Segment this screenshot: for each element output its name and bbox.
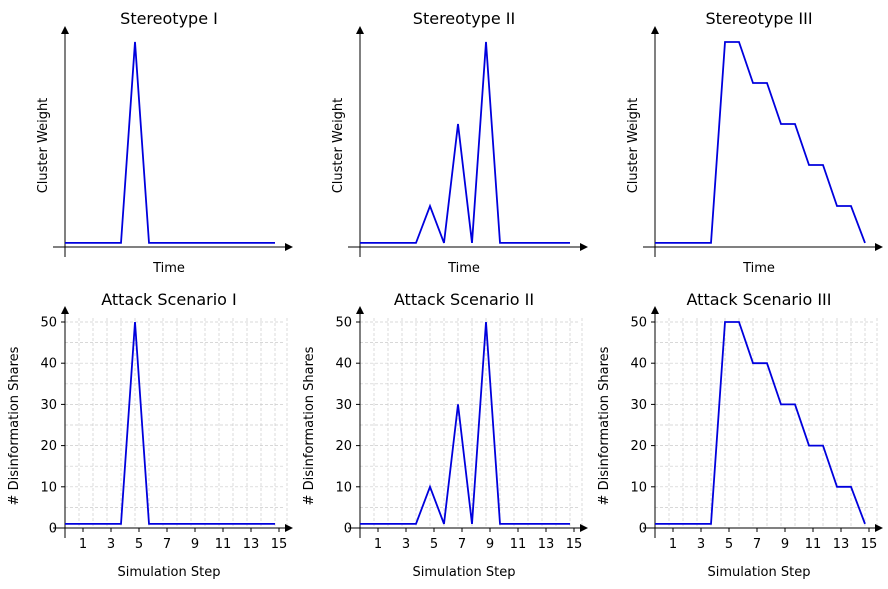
y-tick-label: 40	[630, 357, 647, 372]
x-tick-label: 13	[538, 537, 555, 552]
y-axis-arrow	[61, 306, 69, 314]
y-tick-label: 0	[639, 522, 647, 537]
x-tick-label: 1	[79, 537, 87, 552]
y-tick-label: 10	[630, 480, 647, 495]
series-line	[360, 321, 570, 525]
subplot-1: Stereotype I Time Cluster Weight	[36, 9, 293, 276]
y-tick-label: 20	[630, 439, 647, 454]
y-axis-arrow	[61, 26, 69, 34]
y-axis-label: Cluster Weight	[36, 98, 51, 194]
subplot-title: Attack Scenario II	[394, 290, 534, 309]
x-tick-label: 5	[430, 537, 438, 552]
y-axis-label: # Disinformation Shares	[597, 346, 612, 505]
x-tick-label: 11	[215, 537, 232, 552]
subplot-title: Attack Scenario III	[687, 290, 832, 309]
y-tick-label: 40	[335, 357, 352, 372]
y-tick-label: 50	[40, 316, 57, 331]
y-tick-label: 0	[344, 522, 352, 537]
x-axis-label: Simulation Step	[118, 565, 221, 580]
y-tick-label: 10	[335, 480, 352, 495]
x-tick-label: 15	[566, 537, 583, 552]
y-tick-label: 20	[40, 439, 57, 454]
y-axis-label: Cluster Weight	[626, 98, 641, 194]
y-tick-label: 30	[630, 398, 647, 413]
x-tick-label: 9	[486, 537, 494, 552]
y-tick-label: 50	[630, 316, 647, 331]
y-axis-arrow	[651, 306, 659, 314]
x-axis-arrow	[285, 524, 293, 532]
x-tick-label: 1	[669, 537, 677, 552]
x-tick-label: 15	[861, 537, 878, 552]
y-axis-label: Cluster Weight	[331, 98, 346, 194]
y-axis-arrow	[356, 26, 364, 34]
x-axis-arrow	[580, 524, 588, 532]
y-axis-label: # Disinformation Shares	[7, 346, 22, 505]
x-axis-arrow	[875, 524, 883, 532]
x-tick-label: 13	[833, 537, 850, 552]
y-tick-label: 40	[40, 357, 57, 372]
series-line	[655, 41, 866, 244]
y-tick-label: 20	[335, 439, 352, 454]
x-tick-label: 9	[781, 537, 789, 552]
y-axis-label: # Disinformation Shares	[302, 346, 317, 505]
x-tick-label: 9	[191, 537, 199, 552]
y-axis-arrow	[651, 26, 659, 34]
x-axis-label: Simulation Step	[413, 565, 516, 580]
subplot-title: Attack Scenario I	[101, 290, 237, 309]
x-tick-label: 3	[697, 537, 705, 552]
subplot-title: Stereotype II	[413, 9, 515, 28]
y-tick-label: 30	[335, 398, 352, 413]
subplot-2: Stereotype II Time Cluster Weight	[331, 9, 588, 276]
x-tick-label: 7	[163, 537, 171, 552]
x-tick-label: 7	[458, 537, 466, 552]
y-tick-label: 30	[40, 398, 57, 413]
y-tick-label: 0	[49, 522, 57, 537]
x-axis-label: Time	[742, 261, 775, 276]
x-tick-label: 3	[107, 537, 115, 552]
x-axis-label: Time	[447, 261, 480, 276]
x-axis-label: Time	[152, 261, 185, 276]
y-axis-arrow	[356, 306, 364, 314]
y-tick-label: 10	[40, 480, 57, 495]
x-tick-label: 15	[271, 537, 288, 552]
x-tick-label: 13	[243, 537, 260, 552]
subplot-3: Stereotype III Time Cluster Weight	[626, 9, 883, 276]
grid	[65, 318, 288, 529]
series-line	[65, 321, 275, 525]
x-tick-label: 11	[510, 537, 527, 552]
x-axis-arrow	[875, 243, 883, 251]
subplot-title: Stereotype III	[705, 9, 812, 28]
subplot-title: Stereotype I	[120, 9, 218, 28]
x-tick-label: 1	[374, 537, 382, 552]
grid	[360, 318, 583, 529]
x-tick-label: 5	[725, 537, 733, 552]
x-axis-arrow	[580, 243, 588, 251]
series-line	[65, 41, 275, 244]
x-tick-label: 7	[753, 537, 761, 552]
x-axis-label: Simulation Step	[708, 565, 811, 580]
series-line	[655, 321, 866, 525]
grid	[655, 318, 878, 529]
x-axis-arrow	[285, 243, 293, 251]
x-tick-label: 3	[402, 537, 410, 552]
x-tick-label: 11	[805, 537, 822, 552]
x-tick-label: 5	[135, 537, 143, 552]
y-tick-label: 50	[335, 316, 352, 331]
series-line	[360, 41, 570, 244]
